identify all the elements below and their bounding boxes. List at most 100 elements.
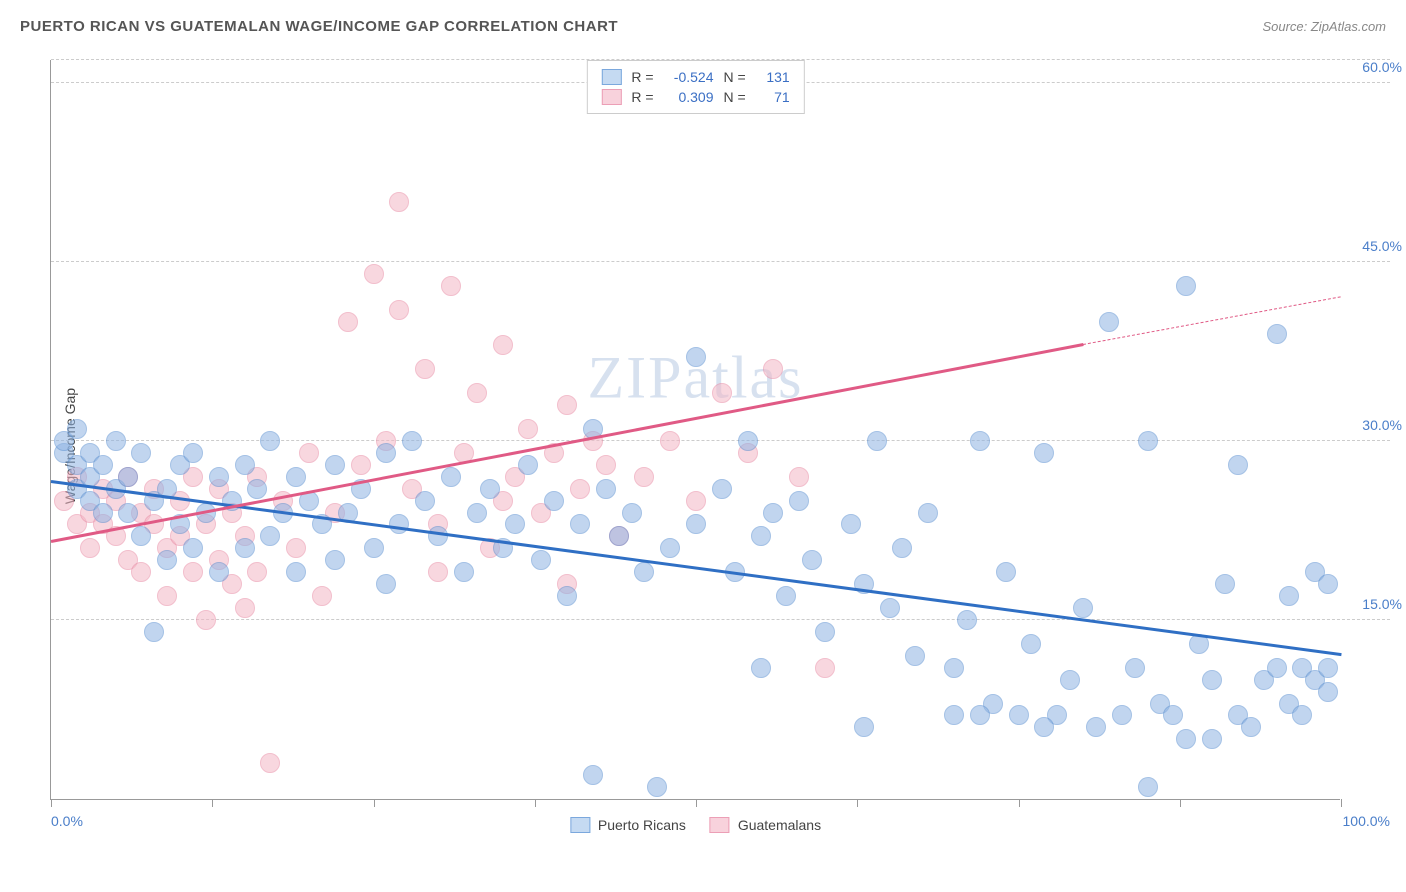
scatter-point	[686, 514, 706, 534]
scatter-point	[1034, 443, 1054, 463]
scatter-point	[518, 419, 538, 439]
n-label: N =	[724, 69, 746, 85]
scatter-point	[209, 562, 229, 582]
chart-source: Source: ZipAtlas.com	[1262, 19, 1386, 34]
legend-swatch	[601, 89, 621, 105]
scatter-point	[660, 538, 680, 558]
scatter-point	[557, 586, 577, 606]
scatter-point	[622, 503, 642, 523]
r-label: R =	[631, 89, 653, 105]
scatter-point	[183, 538, 203, 558]
n-value: 131	[756, 69, 790, 85]
scatter-point	[235, 538, 255, 558]
scatter-point	[338, 312, 358, 332]
scatter-point	[531, 550, 551, 570]
scatter-point	[157, 550, 177, 570]
scatter-point	[247, 479, 267, 499]
scatter-point	[80, 538, 100, 558]
x-tick	[535, 799, 536, 807]
scatter-point	[183, 562, 203, 582]
scatter-point	[364, 264, 384, 284]
scatter-point	[286, 562, 306, 582]
scatter-point	[260, 526, 280, 546]
scatter-point	[209, 467, 229, 487]
scatter-point	[944, 705, 964, 725]
scatter-point	[944, 658, 964, 678]
scatter-point	[1318, 682, 1338, 702]
scatter-point	[1215, 574, 1235, 594]
scatter-point	[260, 431, 280, 451]
scatter-point	[815, 622, 835, 642]
chart-header: PUERTO RICAN VS GUATEMALAN WAGE/INCOME G…	[20, 18, 1386, 35]
scatter-point	[415, 491, 435, 511]
scatter-point	[196, 610, 216, 630]
scatter-point	[131, 562, 151, 582]
scatter-point	[1099, 312, 1119, 332]
scatter-point	[712, 383, 732, 403]
scatter-point	[970, 431, 990, 451]
scatter-point	[389, 514, 409, 534]
scatter-point	[183, 443, 203, 463]
n-value: 71	[756, 89, 790, 105]
scatter-point	[802, 550, 822, 570]
scatter-point	[93, 503, 113, 523]
scatter-point	[544, 491, 564, 511]
scatter-point	[1318, 574, 1338, 594]
gridline	[51, 440, 1390, 441]
x-tick-label: 100.0%	[1343, 813, 1390, 829]
scatter-point	[647, 777, 667, 797]
scatter-point	[286, 538, 306, 558]
legend-label: Puerto Ricans	[598, 817, 686, 833]
scatter-point	[247, 562, 267, 582]
legend-stats-row: R =0.309N =71	[601, 87, 789, 107]
scatter-point	[351, 455, 371, 475]
legend-stats-row: R =-0.524N =131	[601, 67, 789, 87]
scatter-point	[751, 526, 771, 546]
scatter-point	[131, 443, 151, 463]
scatter-point	[467, 503, 487, 523]
scatter-point	[712, 479, 732, 499]
scatter-point	[892, 538, 912, 558]
scatter-point	[634, 467, 654, 487]
x-tick	[1180, 799, 1181, 807]
gridline	[51, 261, 1390, 262]
scatter-point	[1009, 705, 1029, 725]
scatter-point	[1202, 729, 1222, 749]
scatter-point	[957, 610, 977, 630]
y-tick-label: 45.0%	[1362, 238, 1402, 254]
chart-title: PUERTO RICAN VS GUATEMALAN WAGE/INCOME G…	[20, 18, 618, 35]
scatter-point	[118, 503, 138, 523]
plot-surface: ZIPatlas 15.0%30.0%45.0%60.0%0.0%100.0%R…	[50, 60, 1340, 800]
r-label: R =	[631, 69, 653, 85]
scatter-point	[841, 514, 861, 534]
legend-item: Guatemalans	[710, 817, 821, 833]
legend-label: Guatemalans	[738, 817, 821, 833]
scatter-point	[738, 431, 758, 451]
scatter-point	[325, 455, 345, 475]
x-tick	[696, 799, 697, 807]
scatter-point	[1241, 717, 1261, 737]
scatter-point	[557, 395, 577, 415]
scatter-point	[763, 503, 783, 523]
scatter-point	[312, 586, 332, 606]
scatter-point	[918, 503, 938, 523]
scatter-point	[467, 383, 487, 403]
scatter-point	[776, 586, 796, 606]
scatter-point	[389, 192, 409, 212]
x-tick	[374, 799, 375, 807]
scatter-point	[570, 514, 590, 534]
scatter-point	[131, 526, 151, 546]
scatter-point	[1021, 634, 1041, 654]
scatter-point	[144, 622, 164, 642]
scatter-point	[1318, 658, 1338, 678]
scatter-point	[1034, 717, 1054, 737]
scatter-point	[67, 419, 87, 439]
scatter-point	[441, 467, 461, 487]
scatter-point	[299, 443, 319, 463]
x-tick-label: 0.0%	[51, 813, 83, 829]
scatter-point	[1228, 455, 1248, 475]
scatter-point	[570, 479, 590, 499]
scatter-point	[609, 526, 629, 546]
y-tick-label: 15.0%	[1362, 596, 1402, 612]
scatter-point	[1112, 705, 1132, 725]
